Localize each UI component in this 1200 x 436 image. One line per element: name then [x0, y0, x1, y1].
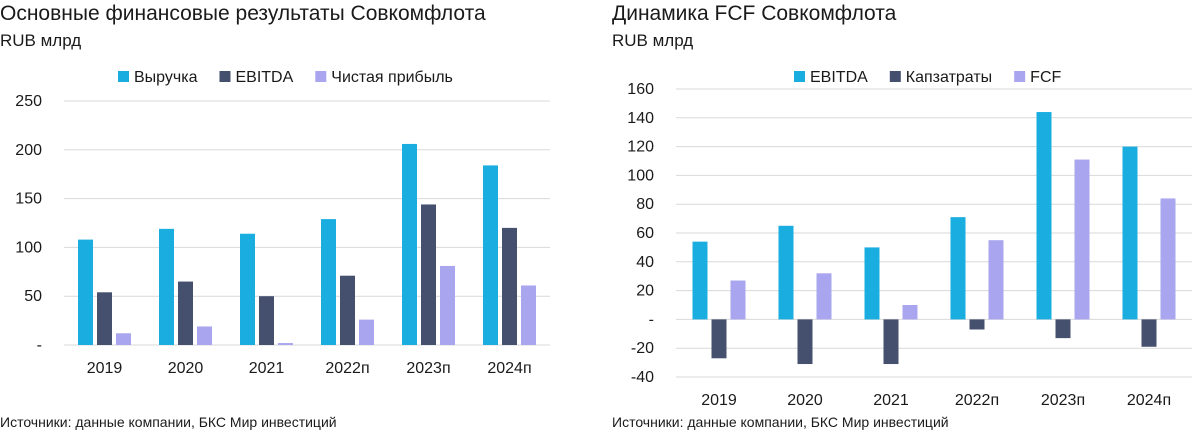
- y-tick-label: 250: [15, 93, 42, 110]
- legend-label: FCF: [1030, 69, 1061, 86]
- bar: [969, 319, 985, 330]
- bar: [197, 326, 212, 345]
- legend-swatch: [315, 71, 327, 82]
- bar: [340, 275, 355, 345]
- x-category-label: 2024п: [1127, 392, 1171, 409]
- x-category-label: 2024п: [487, 360, 531, 377]
- chart-unit: RUB млрд: [612, 31, 694, 50]
- bar: [178, 281, 193, 345]
- x-category-label: 2022п: [325, 360, 369, 377]
- legend-swatch: [118, 71, 129, 82]
- y-tick-label: 120: [627, 139, 654, 156]
- y-tick-label: 150: [15, 191, 42, 208]
- bar: [321, 219, 336, 345]
- chart-title: Динамика FCF Совкомфлота: [612, 2, 897, 25]
- bar: [97, 292, 112, 345]
- y-tick-label: 200: [15, 142, 42, 159]
- legend-swatch: [889, 71, 901, 82]
- bar: [502, 227, 517, 345]
- bar: [778, 225, 794, 320]
- bar: [730, 280, 746, 320]
- y-tick-label: -20: [631, 340, 654, 357]
- y-tick-label: -: [37, 337, 42, 354]
- y-tick-label: 20: [636, 283, 654, 300]
- legend-swatch: [794, 71, 805, 82]
- bar: [1074, 159, 1090, 320]
- y-tick-label: 50: [24, 288, 42, 305]
- legend-label: EBITDA: [235, 69, 293, 86]
- chart-source: Источники: данные компании, БКС Мир инве…: [612, 414, 949, 430]
- legend-label: EBITDA: [810, 69, 868, 86]
- bar: [883, 319, 899, 365]
- revenue-bar-chart: - 50 100 150 200 250 2019 2020 2021 2022п 2023п 202…: [15, 69, 550, 377]
- y-tick-label: -40: [631, 369, 654, 386]
- bar: [78, 239, 93, 345]
- revenue-chart-panel: Основные финансовые результаты Совкомфло…: [0, 0, 590, 436]
- x-category-label: 2019: [87, 360, 123, 377]
- y-tick-label: 40: [636, 254, 654, 271]
- bar: [278, 343, 293, 345]
- bar: [1122, 146, 1138, 320]
- x-category-label: 2023п: [1041, 392, 1085, 409]
- legend-swatch: [1014, 71, 1026, 82]
- fcf-chart-panel: Динамика FCF Совкомфлота RUB млрд -40 -20…: [612, 0, 1200, 436]
- y-tick-label: -: [649, 311, 654, 328]
- bar: [421, 204, 436, 345]
- chart-source: Источники: данные компании, БКС Мир инве…: [0, 414, 337, 430]
- bar: [797, 319, 813, 365]
- bar: [483, 165, 498, 345]
- chart-title: Основные финансовые результаты Совкомфло…: [0, 2, 486, 25]
- y-tick-label: 100: [627, 167, 654, 184]
- bar: [116, 333, 131, 345]
- x-category-label: 2019: [701, 392, 737, 409]
- bar: [1055, 319, 1071, 339]
- bar: [864, 247, 880, 320]
- bar: [159, 228, 174, 345]
- y-tick-label: 100: [15, 239, 42, 256]
- x-category-label: 2021: [249, 360, 285, 377]
- legend-label: Чистая прибыль: [331, 69, 453, 86]
- y-tick-label: 60: [636, 225, 654, 242]
- bar: [816, 273, 832, 320]
- chart-unit: RUB млрд: [0, 31, 82, 50]
- x-category-label: 2020: [787, 392, 823, 409]
- bar: [1141, 319, 1157, 347]
- legend-label: Капзатраты: [906, 69, 992, 86]
- bar: [259, 296, 274, 345]
- bar: [950, 217, 966, 320]
- bar: [988, 240, 1004, 320]
- bar: [711, 319, 727, 359]
- bar: [440, 265, 455, 345]
- x-category-label: 2022п: [955, 392, 999, 409]
- y-tick-label: 140: [627, 110, 654, 127]
- bar: [359, 319, 374, 345]
- x-category-label: 2021: [873, 392, 909, 409]
- bar: [1160, 198, 1176, 320]
- bar: [1036, 112, 1052, 320]
- x-category-label: 2020: [168, 360, 204, 377]
- bar: [402, 143, 417, 345]
- y-tick-label: 80: [636, 196, 654, 213]
- bar: [692, 241, 708, 320]
- legend-label: Выручка: [134, 69, 198, 86]
- legend-swatch: [219, 71, 231, 82]
- y-tick-label: 160: [627, 81, 654, 98]
- bar: [521, 285, 536, 345]
- bar: [902, 305, 918, 320]
- bar: [240, 233, 255, 345]
- x-category-label: 2023п: [406, 360, 450, 377]
